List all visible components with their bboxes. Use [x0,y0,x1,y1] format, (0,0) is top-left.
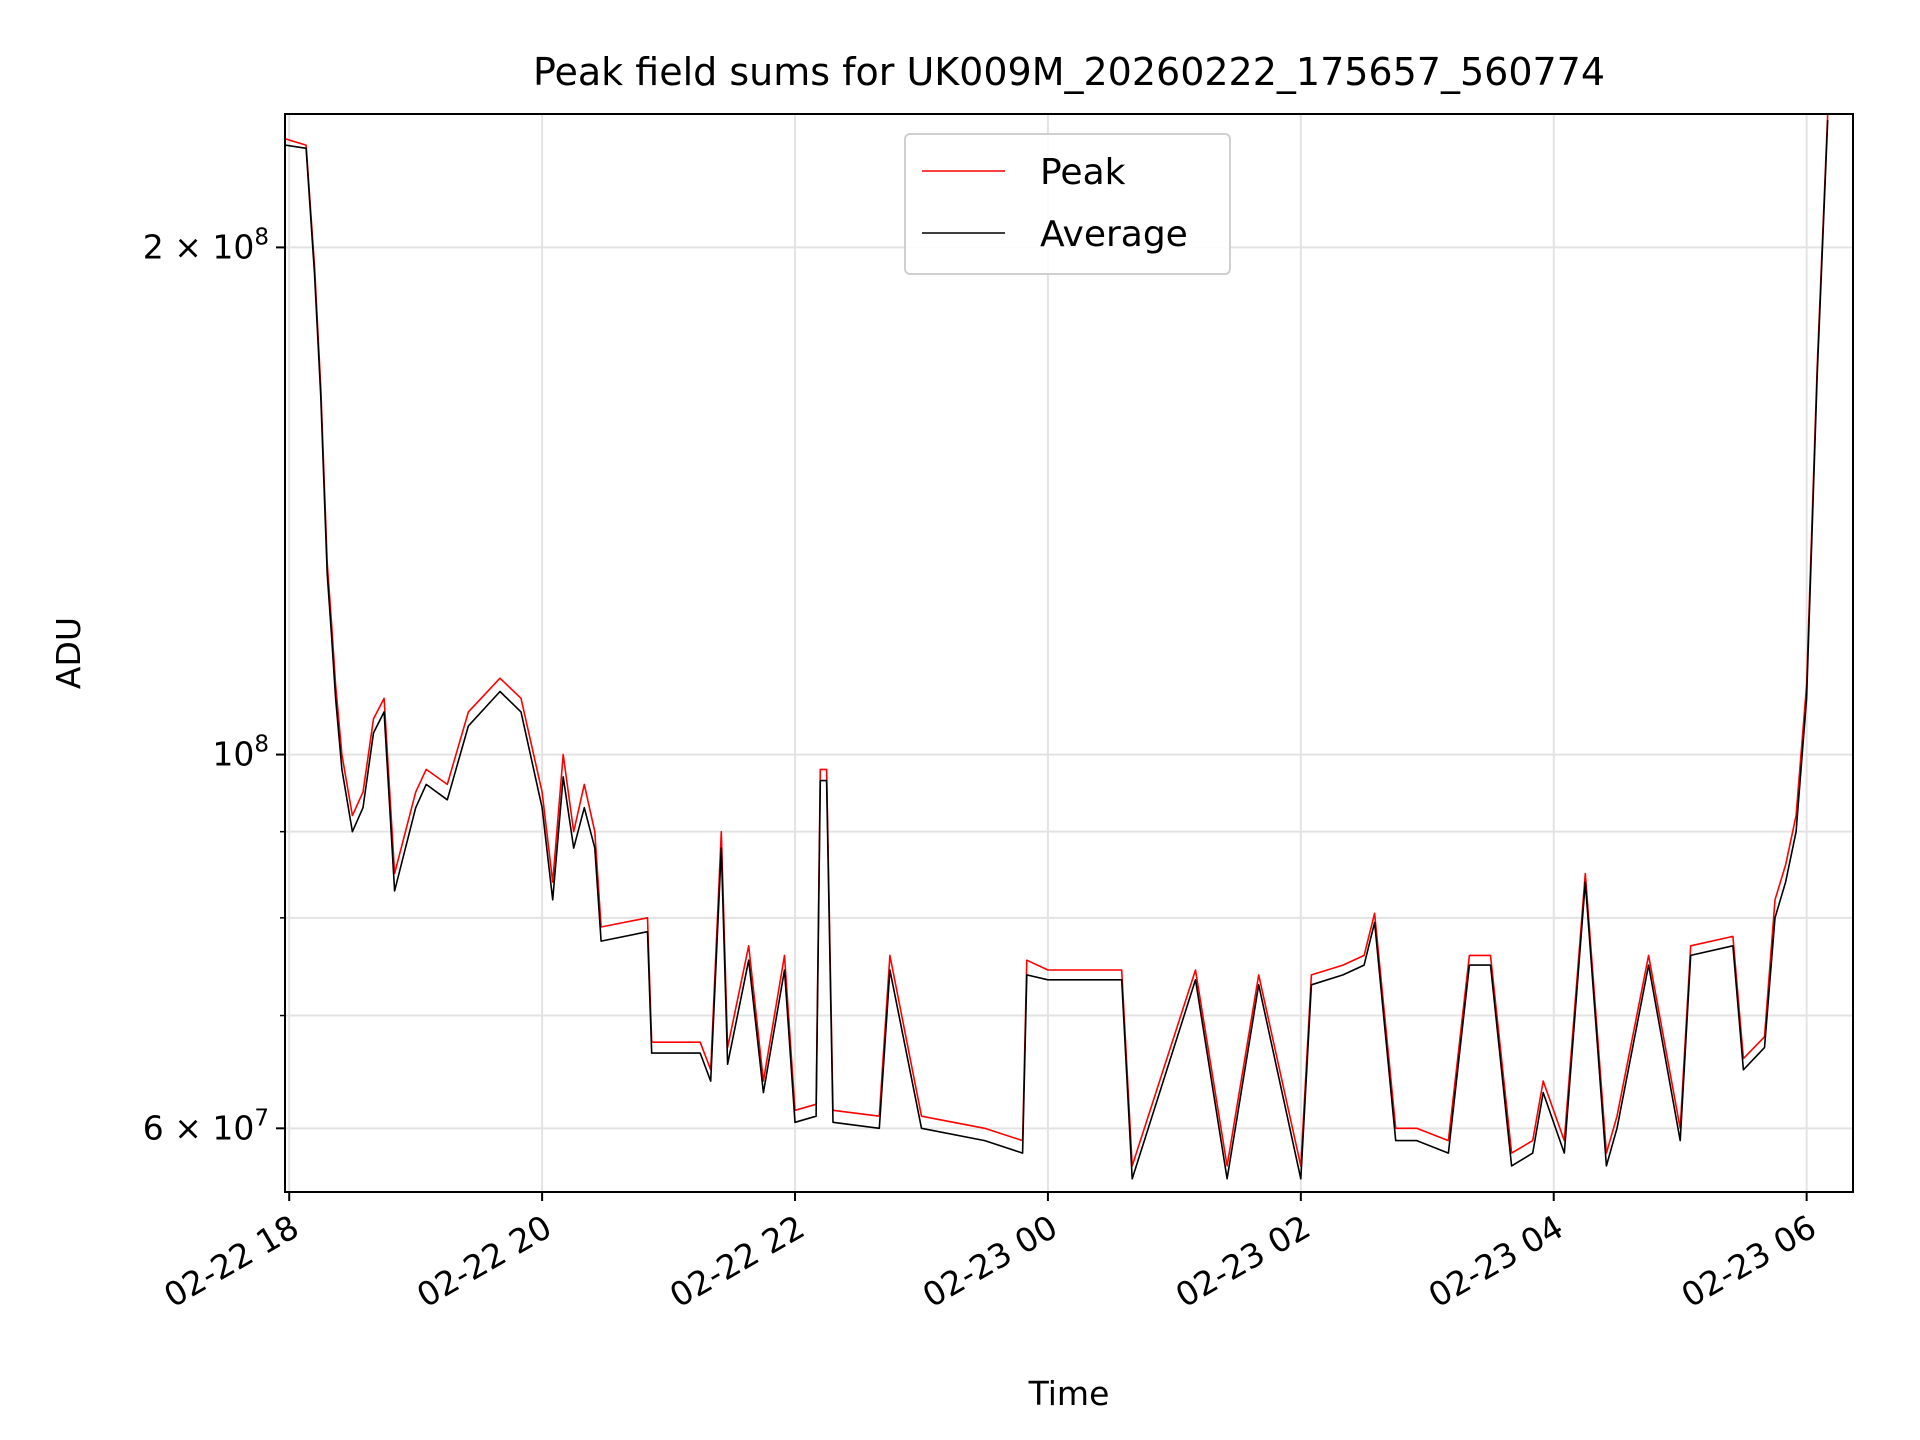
legend-box [904,133,1231,275]
legend-label-peak: Peak [1040,152,1126,193]
y-tick-label: 108 [212,732,269,774]
x-axis-label: Time [1028,1374,1110,1413]
legend-label-average: Average [1040,214,1188,255]
plot-frame [284,113,1854,1193]
y-tick-label: 2 × 108 [143,224,269,266]
legend: Peak Average [904,133,1231,275]
y-axis-label: ADU [49,617,88,689]
series-line-average [285,120,1829,1180]
chart-title: Peak field sums for UK009M_20260222_1756… [533,50,1605,94]
grid [285,114,1853,1192]
series-group [285,114,1829,1180]
y-tick-label: 6 × 107 [143,1105,269,1147]
